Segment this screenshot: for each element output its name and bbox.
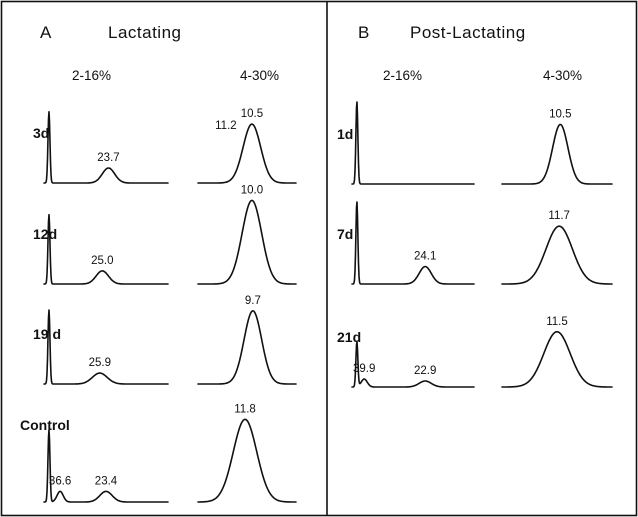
peak-label: 10.5 bbox=[549, 109, 571, 121]
peak-label: 39.9 bbox=[353, 363, 375, 375]
profile-row: 3d 23.7 10.5 11.2 bbox=[33, 108, 297, 184]
row-label: 1d bbox=[337, 126, 353, 142]
peak-label: 11.2 bbox=[215, 120, 237, 132]
panel-title: Post-Lactating bbox=[410, 23, 526, 42]
profile-trace bbox=[501, 331, 613, 388]
column-header: 4-30% bbox=[240, 68, 279, 83]
row-label: 7d bbox=[337, 226, 353, 242]
column-header: 2-16% bbox=[72, 68, 111, 83]
peak-label: 11.8 bbox=[234, 403, 256, 415]
peak-label: 36.6 bbox=[49, 475, 71, 487]
profile-trace bbox=[197, 310, 297, 385]
peak-label: 24.1 bbox=[414, 251, 436, 263]
panel-letter: A bbox=[40, 23, 52, 42]
profile-trace bbox=[501, 225, 613, 285]
peak-label: 9.7 bbox=[245, 295, 261, 307]
peak-label: 10.0 bbox=[241, 184, 263, 196]
traces-layer: A Lactating 2-16% 4-30% 3d 23.7 10.5 11.2 12d 25.… bbox=[20, 23, 613, 503]
profile-trace bbox=[197, 199, 297, 285]
panel-letter: B bbox=[358, 23, 370, 42]
profile-trace bbox=[351, 101, 475, 185]
peak-label: 25.0 bbox=[91, 255, 113, 267]
profile-row: 19 d 25.9 9.7 bbox=[33, 295, 297, 385]
profile-trace bbox=[351, 341, 475, 388]
profile-trace bbox=[43, 111, 169, 184]
row-label: 19 d bbox=[33, 326, 61, 342]
panel-b: B Post-Lactating 2-16% 4-30% 1d 10.5 7d 24.1 11.… bbox=[337, 23, 613, 388]
column-header: 4-30% bbox=[543, 68, 582, 83]
profile-row: 1d 10.5 bbox=[337, 101, 613, 185]
profile-trace bbox=[43, 309, 169, 385]
column-header: 2-16% bbox=[383, 68, 422, 83]
row-label: 3d bbox=[33, 125, 49, 141]
peak-label: 10.5 bbox=[241, 108, 263, 120]
peak-label: 22.9 bbox=[414, 365, 436, 377]
row-label: 21d bbox=[337, 329, 361, 345]
peak-label: 23.4 bbox=[95, 475, 118, 487]
panel-a: A Lactating 2-16% 4-30% 3d 23.7 10.5 11.2 12d 25.… bbox=[20, 23, 297, 503]
peak-label: 23.7 bbox=[97, 152, 119, 164]
profile-trace bbox=[43, 213, 169, 285]
profile-row: 21d 39.9 22.9 11.5 bbox=[337, 316, 613, 388]
peak-label: 25.9 bbox=[89, 357, 111, 369]
row-label: Control bbox=[20, 417, 70, 433]
peak-label: 11.7 bbox=[548, 210, 570, 222]
profile-trace bbox=[43, 429, 169, 503]
profile-row: Control 36.6 23.4 11.8 bbox=[20, 403, 297, 503]
profile-trace bbox=[351, 201, 475, 285]
profile-trace bbox=[197, 418, 297, 503]
panel-title: Lactating bbox=[108, 23, 182, 42]
row-label: 12d bbox=[33, 226, 57, 242]
profile-row: 7d 24.1 11.7 bbox=[337, 201, 613, 285]
profile-trace bbox=[197, 123, 297, 184]
profile-row: 12d 25.0 10.0 bbox=[33, 184, 297, 285]
peak-label: 11.5 bbox=[546, 316, 568, 328]
profile-trace bbox=[501, 123, 613, 185]
